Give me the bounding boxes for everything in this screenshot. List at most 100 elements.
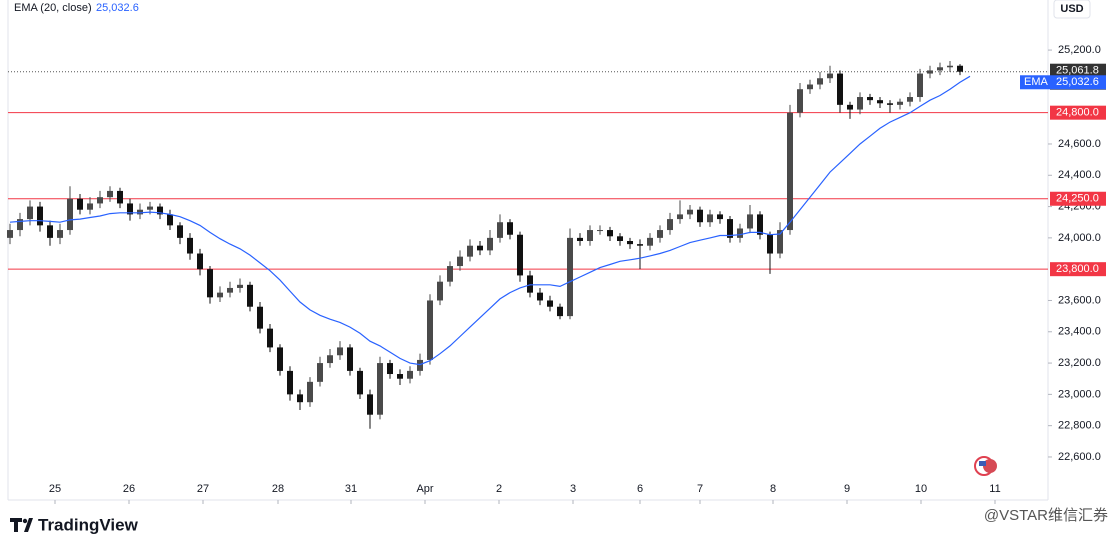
candle-body (717, 214, 723, 220)
candle-body (397, 374, 403, 379)
candle-body (447, 266, 453, 282)
watermark: @VSTAR维信汇券 (984, 507, 1108, 524)
candle-body (377, 363, 383, 415)
candle-body (97, 197, 103, 204)
candle-body (537, 292, 543, 301)
candle-body (257, 306, 263, 329)
candle-body (617, 236, 623, 242)
x-tick-label: 7 (697, 483, 703, 495)
level-label: 24,800.0 (1056, 107, 1099, 119)
candle-body (827, 73, 833, 79)
candle-body (427, 300, 433, 360)
candle-body (477, 245, 483, 251)
candle-body (287, 370, 293, 395)
candle-body (847, 104, 853, 110)
candle-body (577, 237, 583, 242)
candle-body (367, 394, 373, 415)
currency-box[interactable] (1053, 0, 1091, 19)
x-tick-label: 28 (272, 483, 284, 495)
candle-body (867, 97, 873, 101)
candle-body (857, 97, 863, 110)
tradingview-logo (10, 518, 33, 532)
y-tick-label: 22,600.0 (1058, 451, 1101, 463)
candle-body (387, 363, 393, 375)
candle-body (727, 219, 733, 238)
candle-body (247, 284, 253, 307)
candle-body (197, 253, 203, 270)
overlay: EMA (20, close) 25,032.6 USD TradingView… (10, 0, 1108, 534)
y-tick-label: 23,400.0 (1058, 326, 1101, 338)
candle-body (907, 97, 913, 102)
candle-body (47, 225, 53, 238)
y-tick-label: 24,600.0 (1058, 138, 1101, 150)
candle-body (147, 206, 153, 210)
candle-body (787, 112, 793, 231)
brand: TradingView (38, 515, 139, 534)
candle-body (487, 237, 493, 251)
candle-body (697, 209, 703, 223)
x-tick-label: Apr (416, 483, 433, 495)
level-label-box (1050, 191, 1106, 206)
y-tick-label: 23,200.0 (1058, 357, 1101, 369)
x-tick-label: 27 (197, 483, 209, 495)
candle-body (647, 237, 653, 246)
candle-body (157, 206, 163, 215)
candle-body (937, 67, 943, 71)
candle-body (87, 203, 93, 210)
candle-body (67, 198, 73, 231)
candle-body (817, 78, 823, 85)
candle-body (587, 230, 593, 242)
level-label: 23,800.0 (1056, 263, 1099, 275)
candle-body (947, 65, 953, 68)
candle-body (547, 300, 553, 307)
candle-body (417, 359, 423, 371)
candle-body (797, 89, 803, 113)
candle-body (17, 219, 23, 231)
y-tick-label: 24,000.0 (1058, 232, 1101, 244)
candle-body (757, 214, 763, 235)
candle-body (687, 209, 693, 215)
candle-body (927, 70, 933, 74)
x-tick-label: 6 (637, 483, 643, 495)
x-tick-label: 11 (989, 483, 1000, 495)
candle-body (217, 292, 223, 298)
candle-body (127, 203, 133, 215)
candle-body (207, 269, 213, 298)
last-price-label: 25,061.8 (1056, 65, 1099, 77)
candle-body (437, 281, 443, 301)
candle-body (457, 256, 463, 267)
candle-body (37, 206, 43, 226)
candle-body (677, 214, 683, 220)
currency[interactable]: USD (1060, 3, 1083, 15)
candle-body (317, 363, 323, 382)
y-tick-label: 24,400.0 (1058, 169, 1101, 181)
candle-body (27, 206, 33, 220)
candle-body (337, 347, 343, 356)
candle-body (637, 244, 643, 246)
candle-body (77, 198, 83, 210)
candle-body (657, 230, 663, 238)
plot (7, 61, 1048, 429)
level-label-box (1050, 262, 1106, 277)
candle-body (917, 73, 923, 98)
candle-body (507, 222, 513, 235)
candle-body (887, 103, 893, 105)
candle-body (467, 245, 473, 257)
x-tick-label: 2 (496, 483, 502, 495)
candle-body (557, 306, 563, 317)
candle-body (357, 370, 363, 395)
x-tick-label: 31 (345, 483, 357, 495)
candle-body (57, 230, 63, 238)
candle-body (627, 241, 633, 245)
candle-body (227, 287, 233, 293)
candle-body (597, 230, 603, 232)
ema-name-box (1020, 75, 1050, 90)
x-tick-label: 26 (123, 483, 135, 495)
candle-body (737, 228, 743, 238)
y-tick-label: 23,600.0 (1058, 294, 1101, 306)
candle-body (407, 370, 413, 379)
candle-body (7, 230, 13, 238)
candle-body (327, 355, 333, 364)
